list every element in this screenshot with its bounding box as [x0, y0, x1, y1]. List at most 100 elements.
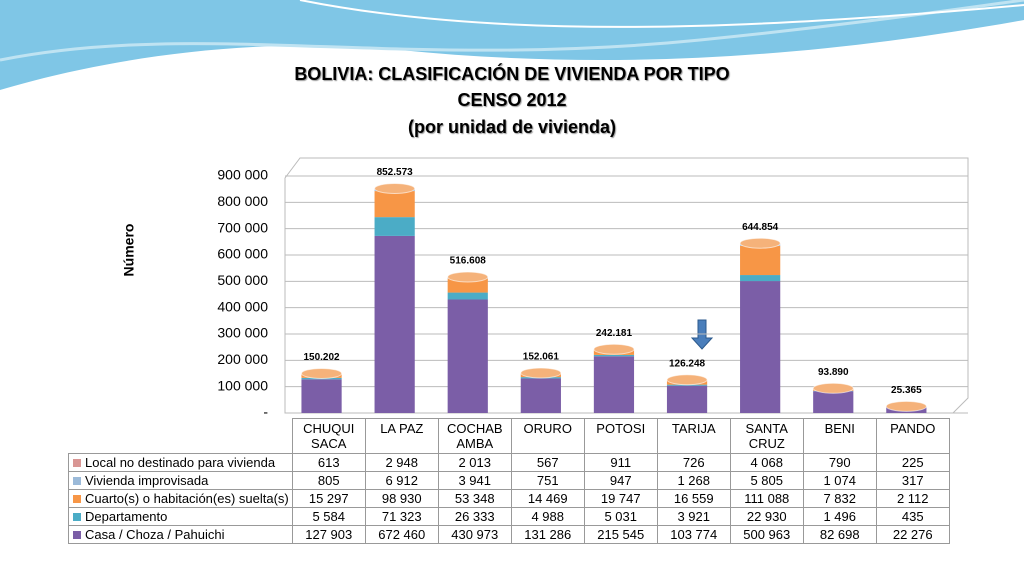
bar-segment — [740, 275, 781, 282]
bar-segment — [447, 278, 488, 293]
legend-cell: Departamento — [68, 507, 293, 526]
table-value: 4 988 — [510, 507, 585, 526]
table-value: 5 805 — [729, 471, 804, 490]
table-value: 790 — [802, 453, 877, 472]
total-label: 644.854 — [742, 222, 779, 233]
blank-cell — [69, 419, 293, 454]
bar-cap — [300, 367, 343, 379]
bar-segment — [666, 385, 708, 413]
table-value: 430 973 — [437, 525, 512, 544]
total-label: 152.061 — [523, 352, 560, 363]
x-tick-label: POTOSI — [583, 418, 658, 454]
bar-segment — [447, 299, 488, 413]
table-value: 22 276 — [875, 525, 950, 544]
bar-segment — [813, 391, 854, 413]
table-value: 751 — [510, 471, 585, 490]
table-value: 500 963 — [729, 525, 804, 544]
table-value: 3 921 — [656, 507, 731, 526]
table-value: 947 — [583, 471, 658, 490]
total-label: 126.248 — [669, 358, 706, 369]
table-value: 22 930 — [729, 507, 804, 526]
data-table: CHUQUI SACA LA PAZ COCHAB AMBA ORURO POTOSI T… — [68, 418, 950, 544]
table-value: 14 469 — [510, 489, 585, 508]
table-value: 2 112 — [875, 489, 950, 508]
x-tick-label: TARIJA — [656, 418, 731, 454]
table-value: 1 268 — [656, 471, 731, 490]
legend-label: Vivienda improvisada — [85, 473, 209, 488]
table-value: 82 698 — [802, 525, 877, 544]
y-tick-label: - — [263, 404, 268, 420]
total-label: 242.181 — [596, 328, 633, 339]
y-tick-label: 300 000 — [217, 325, 268, 341]
bar-cap — [593, 343, 635, 355]
bar-cap — [666, 374, 708, 386]
total-label: 150.202 — [303, 352, 340, 363]
table-value: 6 912 — [364, 471, 439, 490]
table-value: 215 545 — [583, 525, 658, 544]
table-row: Departamento 5 584 71 323 26 333 4 988 5 031 3… — [68, 507, 950, 526]
table-value: 726 — [656, 453, 731, 472]
table-row: Cuarto(s) o habitación(es) suelta(s) 15 2… — [68, 489, 950, 508]
bar-segment — [593, 354, 635, 357]
table-value: 911 — [583, 453, 658, 472]
table-value: 225 — [875, 453, 950, 472]
table-row: Vivienda improvisada 805 6 912 3 941 751 947 1… — [68, 471, 950, 490]
total-label: 25.365 — [891, 385, 922, 396]
legend-swatch — [73, 459, 81, 467]
y-tick-label: 900 000 — [217, 167, 268, 183]
table-value: 71 323 — [364, 507, 439, 526]
y-tick-label: 800 000 — [217, 193, 268, 209]
table-value: 613 — [291, 453, 366, 472]
table-value: 4 068 — [729, 453, 804, 472]
table-value: 131 286 — [510, 525, 585, 544]
bar-cap — [812, 382, 854, 394]
legend-label: Casa / Choza / Pahuichi — [85, 527, 225, 542]
legend-swatch — [73, 477, 81, 485]
table-value: 2 948 — [364, 453, 439, 472]
bar-segment — [593, 356, 635, 413]
chart-title: BOLIVIA: CLASIFICACIÓN DE VIVIENDA POR T… — [294, 63, 729, 84]
x-tick-label: CHUQUI SACA — [291, 418, 366, 454]
x-tick-label: BENI — [802, 418, 877, 454]
bar-segment — [520, 378, 561, 413]
y-tick-label: 500 000 — [217, 272, 268, 288]
bar-segment — [301, 379, 342, 413]
bar-cap — [447, 271, 489, 283]
table-row: Casa / Choza / Pahuichi 127 903 672 460 430… — [68, 525, 950, 544]
table-value: 435 — [875, 507, 950, 526]
table-value: 1 074 — [802, 471, 877, 490]
table-value: 111 088 — [729, 489, 804, 508]
table-value: 317 — [875, 471, 950, 490]
legend-label: Cuarto(s) o habitación(es) suelta(s) — [85, 491, 289, 506]
y-tick-label: 600 000 — [217, 246, 268, 262]
bar-segment — [447, 292, 488, 300]
y-tick-label: 700 000 — [217, 219, 268, 235]
x-tick-label: SANTA CRUZ — [729, 418, 804, 454]
x-tick-label: ORURO — [510, 418, 585, 454]
y-axis-label: Número — [121, 224, 137, 277]
table-value: 1 496 — [802, 507, 877, 526]
table-value: 19 747 — [583, 489, 658, 508]
table-value: 53 348 — [437, 489, 512, 508]
table-value: 3 941 — [437, 471, 512, 490]
bar-segment — [374, 235, 415, 413]
table-value: 127 903 — [291, 525, 366, 544]
total-label: 516.608 — [450, 256, 487, 267]
bar-cap — [374, 182, 416, 194]
bar-segment — [374, 217, 415, 236]
y-tick-label: 400 000 — [217, 298, 268, 314]
total-label: 852.573 — [377, 167, 414, 178]
table-value: 98 930 — [364, 489, 439, 508]
bar-cap — [520, 367, 562, 379]
bar-segment — [740, 245, 781, 276]
legend-cell: Vivienda improvisada — [68, 471, 293, 490]
total-label: 93.890 — [818, 367, 849, 378]
legend-label: Local no destinado para vivienda — [85, 455, 276, 470]
table-value: 7 832 — [802, 489, 877, 508]
table-value: 805 — [291, 471, 366, 490]
legend-swatch — [73, 513, 81, 521]
chart-subtitle: (por unidad de vivienda) — [408, 117, 616, 137]
table-value: 2 013 — [437, 453, 512, 472]
